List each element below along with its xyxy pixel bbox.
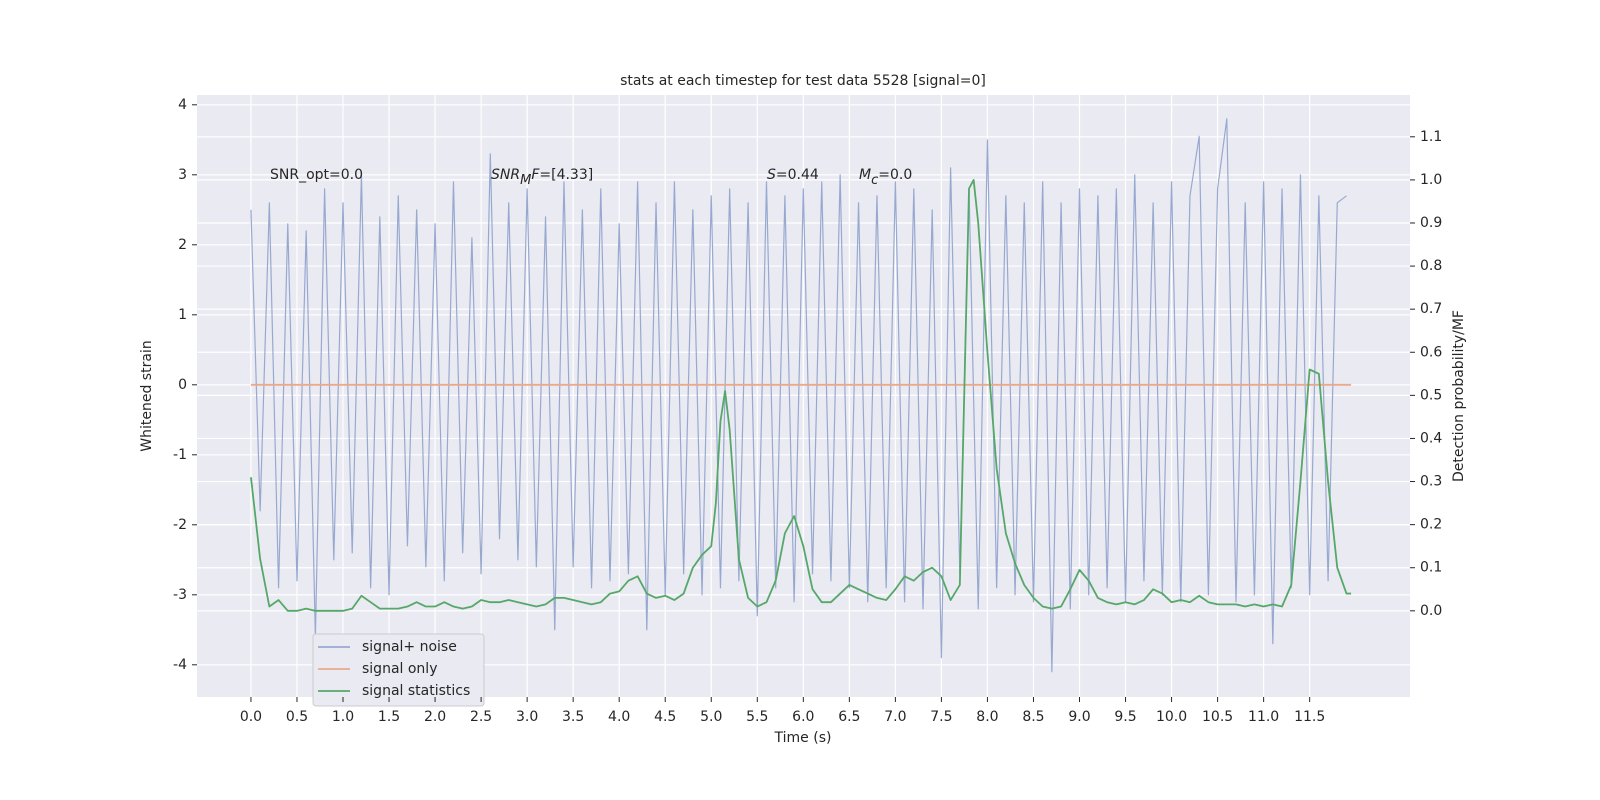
- y2-tick-label: 0.8: [1420, 258, 1442, 274]
- x-tick-label: 10.5: [1202, 709, 1233, 725]
- y-tick-label: -3: [173, 587, 187, 603]
- annotation-part: =0.44: [776, 167, 819, 183]
- y-tick-label: 2: [178, 237, 187, 253]
- y-tick-label: -2: [173, 517, 187, 533]
- annotation: Mc=0.0: [859, 167, 912, 188]
- y2-tick-label: 0.2: [1420, 517, 1442, 533]
- y2-tick-label: 1.0: [1420, 172, 1442, 188]
- y-axis-label: Whitened strain: [139, 340, 155, 451]
- annotation-part: SNR_opt=0.0: [270, 167, 363, 183]
- x-tick-label: 3.0: [516, 709, 538, 725]
- x-tick-label: 2.5: [470, 709, 492, 725]
- x-tick-label: 6.0: [792, 709, 814, 725]
- x-tick-label: 0.5: [286, 709, 308, 725]
- x-tick-label: 6.5: [838, 709, 860, 725]
- annotation-part: M: [859, 167, 871, 183]
- y2-axis-label: Detection probability/MF: [1451, 310, 1467, 482]
- y-tick-label: -4: [173, 657, 187, 673]
- series-line: [250, 178, 1352, 612]
- annotation-part: SNR: [491, 167, 520, 183]
- x-tick-label: 3.5: [562, 709, 584, 725]
- x-tick-label: 7.5: [930, 709, 952, 725]
- x-tick-label: 2.0: [424, 709, 446, 725]
- y2-tick-label: 0.0: [1420, 603, 1442, 619]
- annotation: SNRMF=[4.33]: [491, 167, 593, 188]
- annotation-part: =0.0: [878, 167, 912, 183]
- legend-label: signal statistics: [362, 683, 470, 699]
- y-tick-label: 0: [178, 377, 187, 393]
- x-tick-label: 1.0: [332, 709, 354, 725]
- legend-label: signal only: [362, 661, 437, 677]
- y2-tick-label: 0.6: [1420, 344, 1442, 360]
- x-tick-label: 1.5: [378, 709, 400, 725]
- x-tick-label: 5.5: [746, 709, 768, 725]
- annotation-part: F: [531, 167, 540, 183]
- y-tick-label: -1: [173, 447, 187, 463]
- y-tick-label: 1: [178, 307, 187, 323]
- x-tick-label: 7.0: [884, 709, 906, 725]
- x-axis-label: Time (s): [774, 730, 832, 746]
- x-tick-label: 11.5: [1294, 709, 1325, 725]
- x-tick-label: 10.0: [1156, 709, 1187, 725]
- annotation-part: M: [520, 172, 531, 187]
- marks: [250, 118, 1352, 673]
- legend-box: [312, 633, 485, 707]
- chart-title: stats at each timestep for test data 552…: [620, 73, 986, 89]
- x-tick-label: 9.0: [1068, 709, 1090, 725]
- y2-tick-label: 0.1: [1420, 560, 1442, 576]
- x-tick-label: 4.0: [608, 709, 630, 725]
- y-tick-label: 4: [178, 97, 187, 113]
- y2-tick-label: 0.4: [1420, 430, 1442, 446]
- annotation-part: =[4.33]: [539, 167, 593, 183]
- y2-tick-label: 0.7: [1420, 301, 1442, 317]
- y2-tick-label: 0.9: [1420, 215, 1442, 231]
- y-tick-label: 3: [178, 167, 187, 183]
- x-tick-label: 9.5: [1114, 709, 1136, 725]
- series-line: [250, 118, 1347, 673]
- x-tick-label: 8.0: [976, 709, 998, 725]
- x-tick-label: 11.0: [1248, 709, 1279, 725]
- y2-tick-label: 0.3: [1420, 474, 1442, 490]
- annotation: S=0.44: [767, 167, 819, 183]
- annotation-part: c: [871, 172, 878, 187]
- x-tick-label: 5.0: [700, 709, 722, 725]
- annotation-part: S: [767, 167, 776, 183]
- annotation: SNR_opt=0.0: [270, 167, 363, 183]
- x-tick-label: 4.5: [654, 709, 676, 725]
- y2-tick-label: 0.5: [1420, 387, 1442, 403]
- legend-label: signal+ noise: [362, 639, 457, 655]
- y2-tick-label: 1.1: [1420, 129, 1442, 145]
- x-tick-label: 8.5: [1022, 709, 1044, 725]
- x-tick-label: 0.0: [240, 709, 262, 725]
